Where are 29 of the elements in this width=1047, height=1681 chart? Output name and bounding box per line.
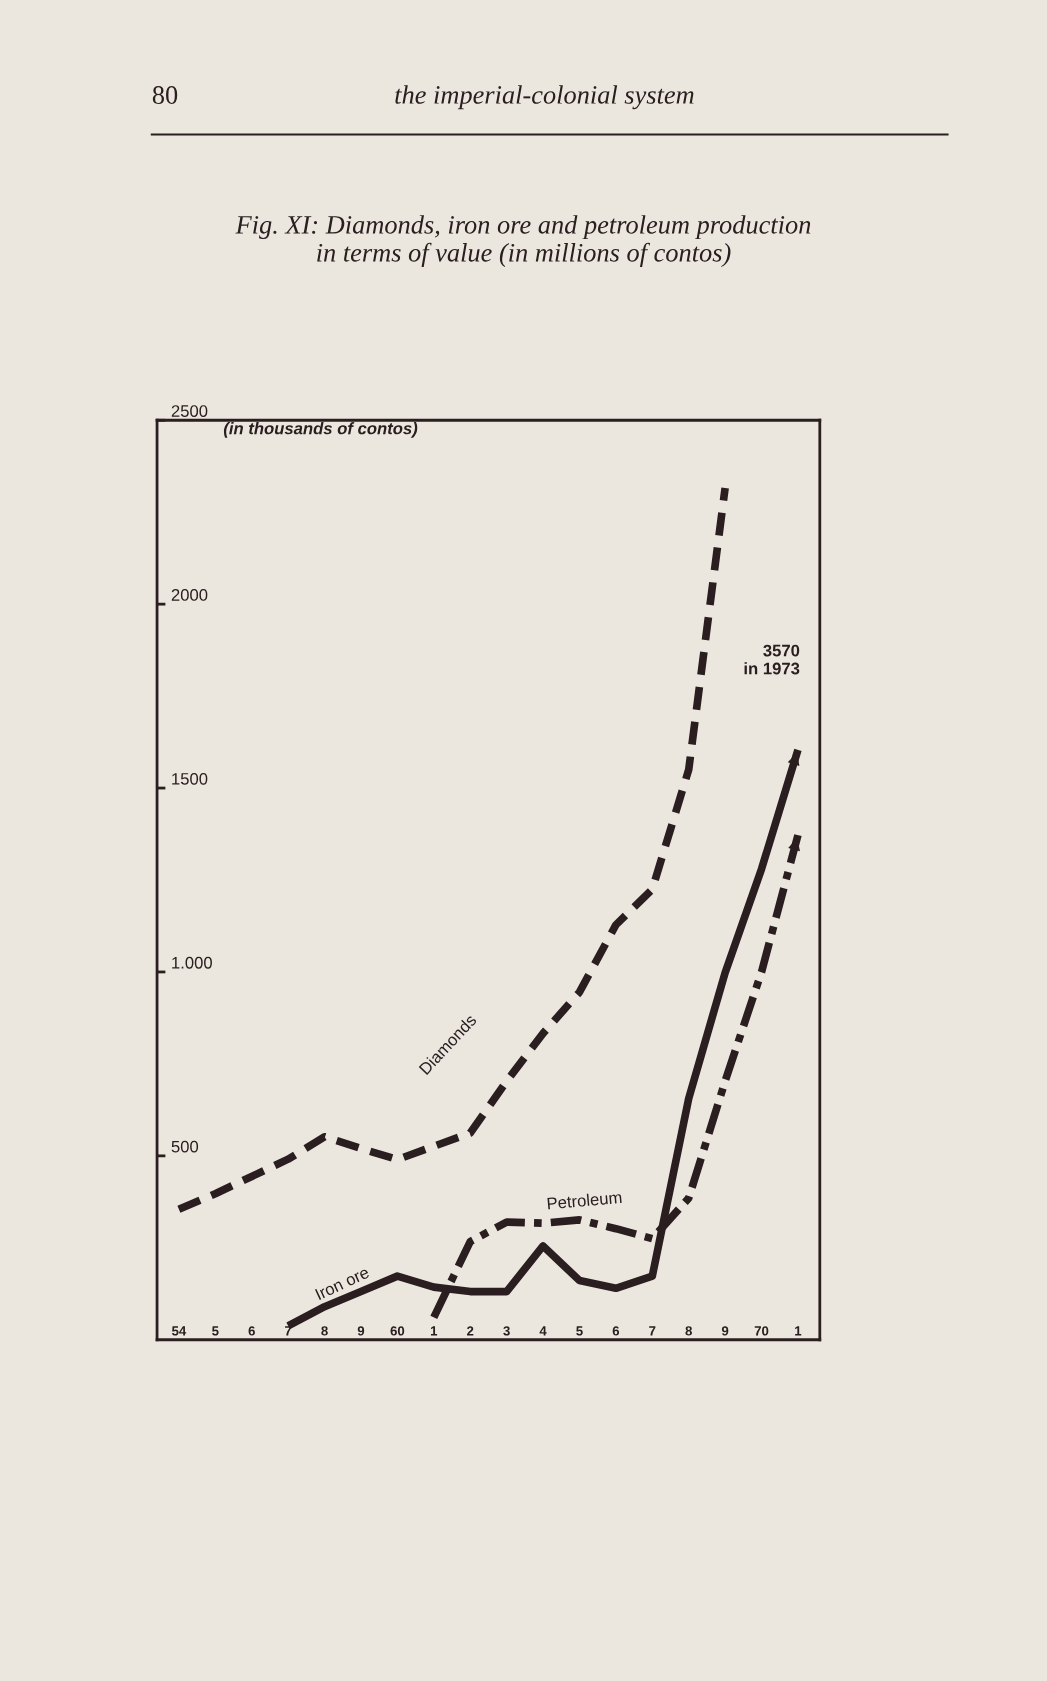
text: 80 xyxy=(152,86,178,104)
x-tick-label: 70 xyxy=(754,1326,769,1336)
x-tick-label: 3 xyxy=(503,1326,510,1336)
x-tick-label: 1 xyxy=(795,1326,802,1336)
text: the imperial-colonial system xyxy=(395,85,694,110)
x-tick-label: 5 xyxy=(576,1326,583,1336)
x-tick-label: 1 xyxy=(430,1326,438,1336)
x-tick-label: 8 xyxy=(685,1326,692,1336)
x-tick-label: 60 xyxy=(390,1326,405,1336)
x-tick-label: 2 xyxy=(467,1326,474,1336)
x-tick-label: 54 xyxy=(171,1326,187,1336)
annotation: 3570 in 1973 xyxy=(744,644,800,675)
series-label: Petroleum xyxy=(547,1190,622,1210)
x-tick-label: 8 xyxy=(321,1326,328,1336)
x-tick-label: 9 xyxy=(357,1326,365,1336)
x-tick-label: 7 xyxy=(649,1326,656,1336)
y-tick-label: 500 xyxy=(171,1140,199,1153)
chart-title: Fig. XI: Diamonds, iron ore and petroleum production in terms of value (in millions of contos) xyxy=(235,215,811,268)
x-tick-label: 6 xyxy=(612,1326,620,1336)
y-axis-title: (in thousands of contos) xyxy=(223,422,418,438)
y-tick-label: 1.000 xyxy=(172,956,212,969)
x-tick-label: 6 xyxy=(248,1326,255,1336)
x-tick-label: 4 xyxy=(539,1326,547,1336)
y-tick-label: 1500 xyxy=(172,772,208,785)
y-tick-label: 2000 xyxy=(171,589,208,601)
text: Iron ore xyxy=(314,1266,370,1301)
y-tick-label: 2500 xyxy=(171,405,208,417)
x-tick-label: 5 xyxy=(212,1326,219,1336)
x-tick-label: 9 xyxy=(721,1326,729,1336)
